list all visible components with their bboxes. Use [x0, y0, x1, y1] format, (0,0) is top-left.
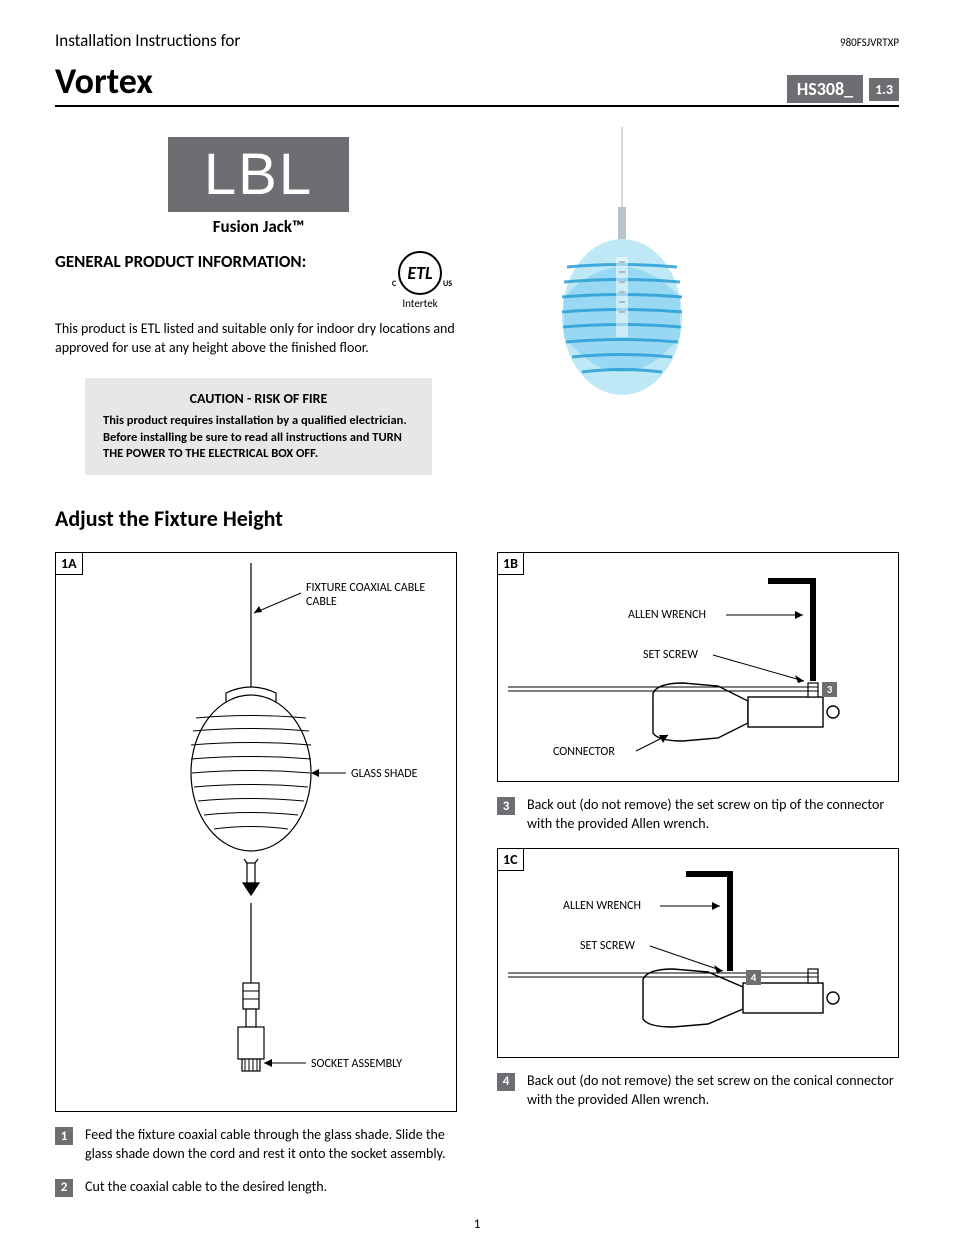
fig-1b-callout-num: 3	[822, 682, 837, 697]
svg-text:CABLE: CABLE	[306, 595, 337, 609]
step-1-num: 1	[55, 1127, 73, 1145]
step-4: 4 Back out (do not remove) the set screw…	[497, 1072, 899, 1110]
step-3: 3 Back out (do not remove) the set screw…	[497, 796, 899, 834]
header-top: Installation Instructions for 980FSJVRTX…	[55, 30, 899, 51]
fig-1c-label: 1C	[498, 849, 524, 871]
instructions-for-label: Installation Instructions for	[55, 30, 240, 51]
svg-text:FIXTURE COAXIAL CABLE: FIXTURE COAXIAL CABLE	[306, 581, 425, 595]
step-1: 1 Feed the fixture coaxial cable through…	[55, 1126, 457, 1164]
etl-us: US	[443, 279, 452, 289]
etl-text: ETL	[407, 262, 432, 284]
figure-1b: 1B 3	[497, 552, 899, 782]
svg-text:CONNECTOR: CONNECTOR	[553, 745, 615, 759]
fig-1c-callout-num: 4	[746, 970, 761, 985]
step-1-text: Feed the fixture coaxial cable through t…	[85, 1126, 457, 1164]
caution-title: CAUTION - RISK OF FIRE	[103, 390, 414, 409]
intro-right	[492, 127, 899, 475]
version-code: 1.3	[869, 78, 899, 101]
svg-text:SET SCREW: SET SCREW	[580, 939, 635, 953]
lbl-logo: LBL	[168, 137, 349, 212]
gpi-row: GENERAL PRODUCT INFORMATION: ETL C US In…	[55, 251, 462, 310]
svg-text:GLASS SHADE: GLASS SHADE	[351, 767, 418, 781]
etl-circle-icon: ETL C US	[398, 251, 442, 295]
model-codes: HS308_ 1.3	[787, 75, 899, 103]
step-2: 2 Cut the coaxial cable to the desired l…	[55, 1178, 457, 1197]
intro-row: LBL Fusion Jack™ GENERAL PRODUCT INFORMA…	[55, 127, 899, 475]
product-name: Vortex	[55, 59, 153, 103]
fusion-jack-label: Fusion Jack™	[55, 216, 462, 237]
fig-1a-svg: FIXTURE COAXIAL CABLE CABLE GLASS SHADE …	[66, 563, 446, 1103]
figures-right: 1B 3	[497, 552, 899, 1110]
caution-pre: This product requires installation by a …	[103, 413, 407, 445]
page-number: 1	[55, 1217, 899, 1232]
etl-mark: ETL C US Intertek	[398, 251, 442, 310]
svg-text:ALLEN WRENCH: ALLEN WRENCH	[628, 608, 706, 622]
fig-1b-label: 1B	[498, 553, 524, 575]
intro-left: LBL Fusion Jack™ GENERAL PRODUCT INFORMA…	[55, 127, 462, 475]
svg-text:SOCKET ASSEMBLY: SOCKET ASSEMBLY	[311, 1057, 402, 1071]
document-id: 980FSJVRTXP	[840, 36, 899, 49]
fig-1c-svg: 4 ALLEN WRENCH SET SCREW	[508, 859, 888, 1049]
model-code: HS308_	[787, 75, 863, 103]
figures-left: 1A	[55, 552, 457, 1197]
figures-row: 1A	[55, 552, 899, 1197]
gpi-title: GENERAL PRODUCT INFORMATION:	[55, 251, 306, 272]
figure-1a: 1A	[55, 552, 457, 1112]
product-image	[492, 127, 752, 427]
svg-text:ALLEN WRENCH: ALLEN WRENCH	[563, 899, 641, 913]
etl-c: C	[392, 279, 396, 289]
step-3-num: 3	[497, 797, 515, 815]
gpi-body: This product is ETL listed and suitable …	[55, 320, 462, 358]
step-4-text: Back out (do not remove) the set screw o…	[527, 1072, 899, 1110]
fig-1a-label: 1A	[56, 553, 83, 575]
section-heading: Adjust the Fixture Height	[55, 505, 899, 532]
step-2-num: 2	[55, 1179, 73, 1197]
logo-block: LBL Fusion Jack™	[55, 137, 462, 237]
step-4-num: 4	[497, 1073, 515, 1091]
title-row: Vortex HS308_ 1.3	[55, 59, 899, 107]
intertek-label: Intertek	[402, 297, 437, 310]
step-2-text: Cut the coaxial cable to the desired len…	[85, 1178, 327, 1197]
step-3-text: Back out (do not remove) the set screw o…	[527, 796, 899, 834]
fig-1b-svg: 3 ALLEN WRENCH SET SCREW CONNECTOR	[508, 563, 888, 773]
figure-1c: 1C 4	[497, 848, 899, 1058]
caution-box: CAUTION - RISK OF FIRE This product requ…	[85, 378, 432, 476]
svg-text:SET SCREW: SET SCREW	[643, 648, 698, 662]
